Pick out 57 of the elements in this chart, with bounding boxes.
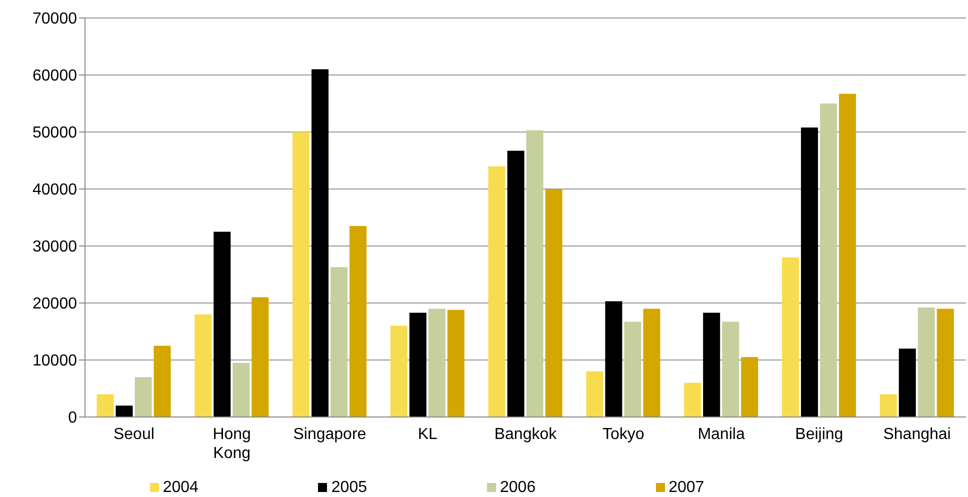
bar — [684, 382, 702, 417]
y-tick-label: 40000 — [32, 182, 78, 199]
bar — [838, 94, 856, 417]
y-tick-label: 60000 — [32, 68, 78, 85]
bar — [312, 69, 329, 417]
bar — [134, 377, 152, 417]
x-tick-label: Singapore — [293, 426, 366, 443]
y-tick-label: 70000 — [32, 10, 78, 28]
bar — [643, 308, 660, 417]
bar — [292, 132, 310, 417]
y-tick-label: 0 — [68, 410, 78, 427]
x-tick-label: Shanghai — [883, 426, 951, 443]
bar — [586, 371, 604, 417]
bar — [214, 232, 231, 417]
bar — [447, 310, 464, 417]
bar — [880, 394, 897, 417]
bar — [350, 226, 367, 417]
bar — [526, 130, 544, 417]
bar — [232, 362, 250, 417]
bar — [507, 150, 524, 417]
bar — [409, 312, 426, 417]
bar — [918, 308, 935, 417]
x-tick-label: Tokyo — [602, 426, 644, 443]
bar — [624, 322, 642, 417]
bar — [194, 314, 212, 417]
bar — [820, 104, 837, 417]
bar — [154, 346, 171, 417]
bar — [703, 312, 720, 417]
bar — [545, 189, 562, 417]
x-tick-label: Hong Kong — [212, 426, 251, 462]
bar — [252, 297, 269, 417]
x-tick-label: KL — [418, 426, 438, 443]
legend-label: 2006 — [500, 479, 536, 496]
bar — [800, 127, 818, 417]
legend-label: 2007 — [668, 479, 704, 496]
bar — [116, 406, 133, 417]
x-tick-label: Seoul — [113, 426, 154, 443]
bar — [605, 301, 622, 417]
bar — [782, 257, 799, 417]
bar — [488, 166, 506, 417]
y-tick-label: 30000 — [32, 238, 78, 256]
bar — [96, 394, 114, 417]
y-tick-label: 50000 — [32, 124, 78, 142]
bar — [330, 267, 348, 417]
x-tick-label: Beijing — [795, 426, 844, 443]
bar — [741, 357, 758, 417]
bar — [722, 322, 740, 417]
legend-label: 2004 — [162, 479, 198, 496]
legend-label: 2005 — [331, 479, 367, 496]
y-tick-label: 10000 — [32, 352, 78, 370]
x-tick-label: Bangkok — [494, 426, 558, 443]
x-tick-label: Manila — [698, 426, 745, 443]
bar — [898, 348, 916, 417]
bar — [936, 308, 954, 417]
bar — [428, 308, 446, 417]
bar — [390, 326, 408, 417]
y-tick-label: 20000 — [32, 296, 78, 313]
